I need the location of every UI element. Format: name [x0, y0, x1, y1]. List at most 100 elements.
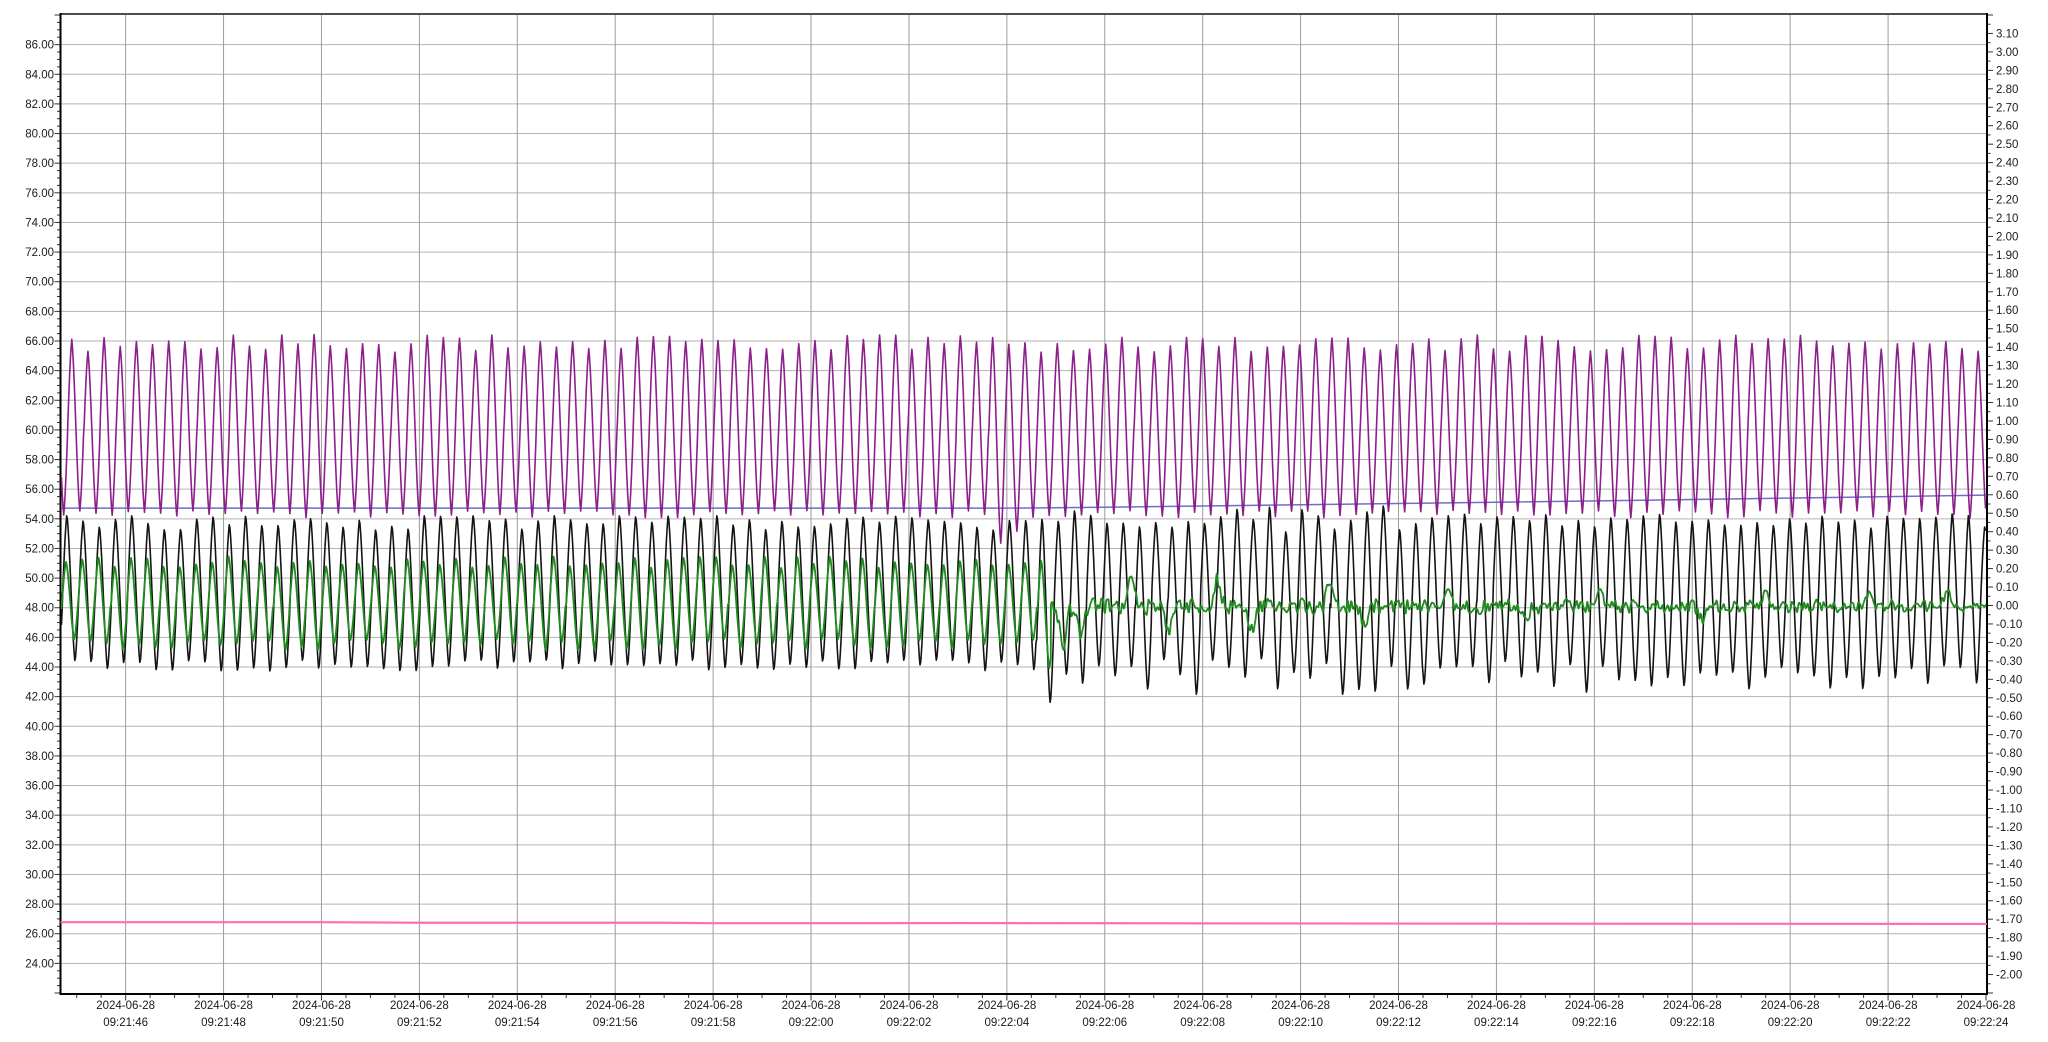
y-left-tick-label: 34.00	[25, 810, 54, 822]
x-tick-label-time: 09:22:02	[887, 1017, 932, 1029]
plot-border	[59, 13, 1988, 995]
y-left-tick-label: 74.00	[25, 217, 54, 229]
y-left-tick-label: 60.00	[25, 425, 54, 437]
plot-area[interactable]	[62, 15, 1987, 993]
x-tick-label-time: 09:21:54	[495, 1017, 540, 1029]
x-tick-label-time: 09:22:20	[1768, 1017, 1813, 1029]
y-right-tick-label: 2.10	[1996, 213, 2018, 225]
x-tick-label-date: 2024-06-28	[1271, 1000, 1330, 1012]
y-right-tick-label: 0.30	[1996, 545, 2018, 557]
series-group	[60, 333, 1987, 926]
grid-lines	[61, 15, 1986, 993]
y-right-tick-label: 2.70	[1996, 102, 2018, 114]
y-right-tick-label: 0.50	[1996, 508, 2018, 520]
y-right-tick-label: 3.10	[1996, 28, 2018, 40]
y-left-tick-label: 36.00	[25, 781, 54, 793]
y-right-tick-label: -1.40	[1996, 859, 2022, 871]
y-right-tick-label: -1.70	[1996, 914, 2022, 926]
y-right-tick-label: 2.40	[1996, 158, 2018, 170]
y-left-tick-label: 58.00	[25, 455, 54, 467]
y-left-tick-label: 38.00	[25, 751, 54, 763]
x-tick-label-date: 2024-06-28	[977, 1000, 1036, 1012]
y-left-tick-label: 86.00	[25, 40, 54, 52]
x-tick-label-date: 2024-06-28	[390, 1000, 449, 1012]
y-left-tick-label: 78.00	[25, 158, 54, 170]
y-right-tick-label: 1.30	[1996, 361, 2018, 373]
y-right-tick-label: 2.20	[1996, 195, 2018, 207]
y-left-tick-label: 66.00	[25, 336, 54, 348]
y-right-tick-label: 2.90	[1996, 65, 2018, 77]
y-left-tick-label: 24.00	[25, 958, 54, 970]
y-right-tick-label: 1.60	[1996, 305, 2018, 317]
x-tick-label-date: 2024-06-28	[1663, 1000, 1722, 1012]
x-tick-label-time: 09:22:18	[1670, 1017, 1715, 1029]
y-left-tick-label: 84.00	[25, 69, 54, 81]
x-tick-label-date: 2024-06-28	[782, 1000, 841, 1012]
y-right-tick-label: -1.10	[1996, 803, 2022, 815]
y-right-tick-label: 0.00	[1996, 600, 2018, 612]
series-black-oscillation	[60, 505, 1987, 704]
x-tick-label-time: 09:22:04	[984, 1017, 1029, 1029]
y-left-tick-label: 30.00	[25, 869, 54, 881]
y-right-tick-label: 2.50	[1996, 139, 2018, 151]
y-left-tick-label: 82.00	[25, 99, 54, 111]
y-right-tick-label: -0.30	[1996, 656, 2022, 668]
x-tick-label-date: 2024-06-28	[1761, 1000, 1820, 1012]
y-left-tick-label: 72.00	[25, 247, 54, 259]
y-right-tick-label: 1.40	[1996, 342, 2018, 354]
y-right-tick-label: -0.10	[1996, 619, 2022, 631]
x-tick-label-date: 2024-06-28	[292, 1000, 351, 1012]
y-left-tick-label: 80.00	[25, 129, 54, 141]
y-right-tick-label: -0.70	[1996, 730, 2022, 742]
x-tick-label-date: 2024-06-28	[96, 1000, 155, 1012]
x-tick-label-date: 2024-06-28	[880, 1000, 939, 1012]
x-tick-label-date: 2024-06-28	[1467, 1000, 1526, 1012]
x-tick-label-time: 09:21:48	[201, 1017, 246, 1029]
y-right-tick-label: -0.20	[1996, 637, 2022, 649]
axis-labels: 86.00 84.00 82.00 80.00 78.00 76.00 74.00 72.00…	[25, 28, 2022, 1029]
y-left-tick-label: 44.00	[25, 662, 54, 674]
y-left-tick-label: 56.00	[25, 484, 54, 496]
y-right-tick-label: 0.90	[1996, 434, 2018, 446]
y-left-tick-label: 68.00	[25, 306, 54, 318]
series-pink-flat-line	[60, 921, 1987, 926]
y-right-tick-label: -1.60	[1996, 896, 2022, 908]
x-tick-label-time: 09:21:56	[593, 1017, 638, 1029]
y-right-tick-label: 1.70	[1996, 287, 2018, 299]
x-tick-label-time: 09:22:16	[1572, 1017, 1617, 1029]
x-tick-label-date: 2024-06-28	[1173, 1000, 1232, 1012]
y-right-tick-label: -1.00	[1996, 785, 2022, 797]
y-right-tick-label: 3.00	[1996, 47, 2018, 59]
y-left-tick-label: 64.00	[25, 366, 54, 378]
y-right-tick-label: 1.90	[1996, 250, 2018, 262]
y-right-tick-label: -1.20	[1996, 822, 2022, 834]
x-tick-label-time: 09:22:08	[1180, 1017, 1225, 1029]
y-right-tick-label: -1.50	[1996, 877, 2022, 889]
x-tick-label-date: 2024-06-28	[1859, 1000, 1918, 1012]
y-left-tick-label: 46.00	[25, 632, 54, 644]
y-left-tick-label: 26.00	[25, 929, 54, 941]
y-right-tick-label: 1.50	[1996, 324, 2018, 336]
y-right-tick-label: 2.60	[1996, 121, 2018, 133]
y-right-tick-label: 0.60	[1996, 490, 2018, 502]
y-right-tick-label: -2.00	[1996, 970, 2022, 982]
y-left-tick-label: 76.00	[25, 188, 54, 200]
y-left-tick-label: 54.00	[25, 514, 54, 526]
x-tick-label-date: 2024-06-28	[488, 1000, 547, 1012]
series-blue-setpoint-line	[60, 494, 1987, 509]
y-right-tick-label: 1.10	[1996, 398, 2018, 410]
y-right-tick-label: -1.80	[1996, 933, 2022, 945]
x-tick-label-time: 09:22:22	[1866, 1017, 1911, 1029]
x-tick-label-date: 2024-06-28	[1565, 1000, 1624, 1012]
x-tick-label-time: 09:21:46	[103, 1017, 148, 1029]
y-right-tick-label: -0.80	[1996, 748, 2022, 760]
x-tick-label-time: 09:21:52	[397, 1017, 442, 1029]
y-right-tick-label: 0.70	[1996, 471, 2018, 483]
series-green-oscillation	[60, 555, 1987, 669]
series-purple-oscillation	[60, 333, 1987, 545]
y-left-tick-label: 62.00	[25, 395, 54, 407]
y-right-tick-label: 2.30	[1996, 176, 2018, 188]
x-tick-label-date: 2024-06-28	[1369, 1000, 1428, 1012]
x-tick-label-date: 2024-06-28	[1957, 1000, 2016, 1012]
